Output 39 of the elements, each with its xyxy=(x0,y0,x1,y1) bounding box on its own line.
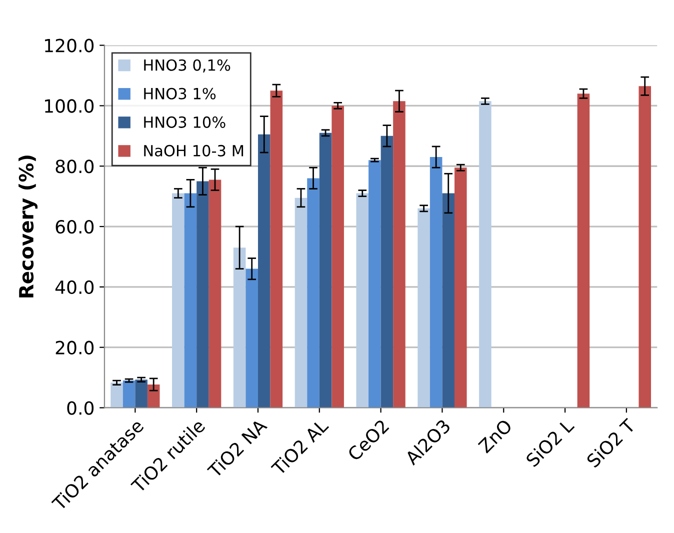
bar xyxy=(430,157,442,408)
bar xyxy=(147,384,160,408)
bar xyxy=(196,181,209,408)
legend-label: HNO3 10% xyxy=(144,116,226,128)
bar xyxy=(294,198,308,408)
y-tick-label: 60.0 xyxy=(56,220,94,234)
bar xyxy=(246,268,258,408)
y-tick-label: 100.0 xyxy=(45,99,94,113)
bar xyxy=(356,193,369,408)
y-tick-label: 20.0 xyxy=(56,340,94,354)
bar xyxy=(122,380,136,408)
bar xyxy=(577,94,590,408)
bar xyxy=(442,193,454,408)
bar xyxy=(258,134,270,408)
legend-label: NaOH 10-3 M xyxy=(144,144,244,156)
legend-label: HNO3 0,1% xyxy=(144,59,230,72)
y-tick-label: 120.0 xyxy=(45,38,94,52)
bar xyxy=(368,160,381,408)
bar xyxy=(135,380,148,408)
bar xyxy=(454,168,467,408)
bar xyxy=(110,382,123,408)
bar xyxy=(393,101,406,408)
y-tick-label: 40.0 xyxy=(55,280,94,294)
legend-label: HNO3 1% xyxy=(144,88,216,100)
bar xyxy=(307,178,320,408)
bar xyxy=(332,106,344,408)
y-axis-title: Recovery (%) xyxy=(18,156,38,298)
y-tick-label: 80.0 xyxy=(56,160,94,174)
bar xyxy=(172,193,184,408)
bar xyxy=(380,136,394,408)
bar xyxy=(270,90,283,408)
bar xyxy=(479,101,492,408)
bar xyxy=(319,132,332,408)
bar xyxy=(638,86,652,408)
y-tick-label: 0.0 xyxy=(67,401,94,415)
bar xyxy=(233,248,246,408)
bar xyxy=(208,180,222,408)
bar xyxy=(184,193,197,408)
bar xyxy=(418,208,430,408)
